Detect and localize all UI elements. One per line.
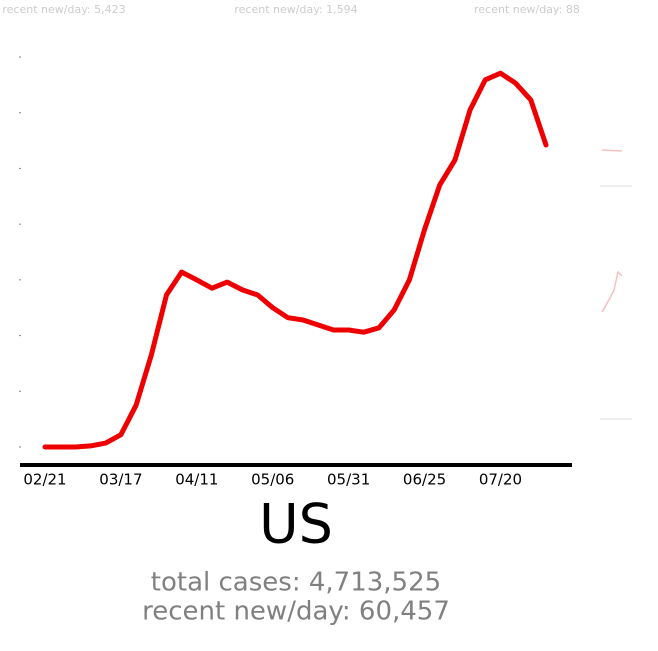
chart-title: US — [259, 493, 333, 556]
data-line — [42, 70, 549, 450]
x-tick-label: 03/17 — [99, 471, 142, 489]
neighbor-fragment — [601, 270, 623, 313]
neighbor-label: recent new/day: 88 — [474, 3, 580, 16]
x-tick-label: 04/11 — [175, 471, 218, 489]
neighbor-label: recent new/day: 5,423 — [2, 3, 125, 16]
neighbor-fragment — [601, 149, 623, 152]
x-tick-label: 05/31 — [327, 471, 370, 489]
x-tick-label: 05/06 — [251, 471, 294, 489]
x-tick-label: 06/25 — [403, 471, 446, 489]
x-tick-label: 07/20 — [479, 471, 522, 489]
stat-total: total cases: 4,713,525 — [151, 568, 441, 598]
stat-recent: recent new/day: 60,457 — [142, 597, 450, 627]
x-tick-label: 02/21 — [23, 471, 66, 489]
neighbor-label: recent new/day: 1,594 — [234, 3, 357, 16]
